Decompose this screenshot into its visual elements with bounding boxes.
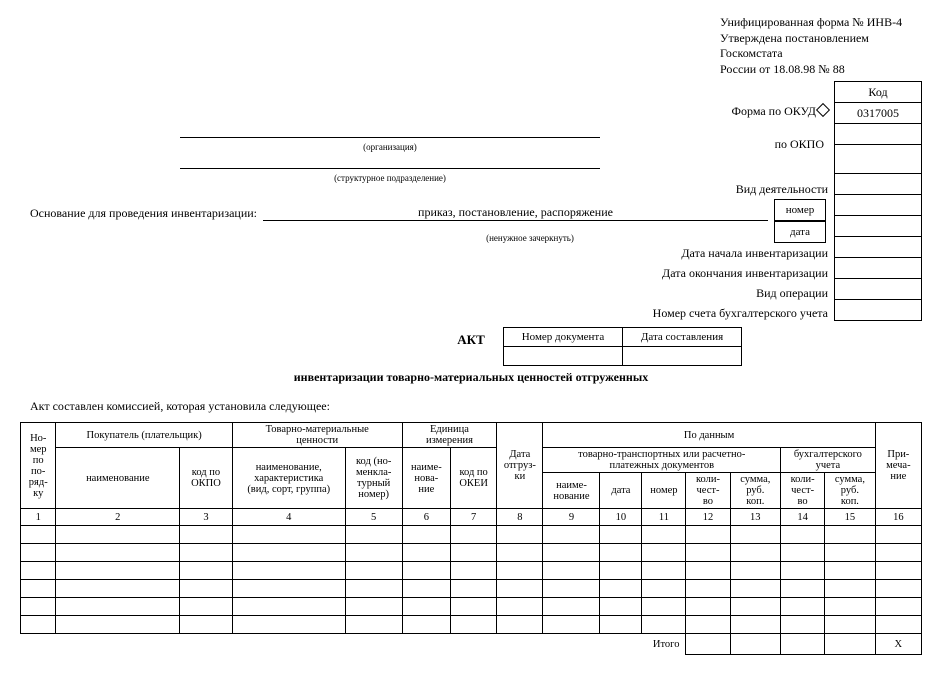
col9-sub1: товарно-транспортных или расчетно-платеж… [543, 448, 781, 473]
col4-group: Товарно-материальныеценности [232, 423, 402, 448]
itogo-c12[interactable] [686, 634, 730, 655]
act-title: АКТ [20, 332, 922, 348]
itogo-c15[interactable] [825, 634, 876, 655]
coln-3: 3 [180, 509, 233, 526]
end-label: Дата окончания инвентаризации [662, 263, 828, 283]
itogo-row: Итого X [21, 634, 922, 655]
col9-header: наиме-нование [543, 473, 600, 509]
col16-header: При-меча-ние [875, 423, 921, 509]
vid-oper-value[interactable] [835, 279, 922, 300]
itogo-c13[interactable] [730, 634, 781, 655]
col2-header: наименование [56, 448, 180, 509]
doc-date-value[interactable] [623, 347, 742, 366]
col7-header: код поОКЕИ [451, 448, 497, 509]
start-value[interactable] [835, 237, 922, 258]
struct-field[interactable] [180, 154, 600, 169]
itogo-c16: X [875, 634, 921, 655]
doc-num-value[interactable] [504, 347, 623, 366]
col4-header: наименование,характеристика(вид, сорт, г… [232, 448, 345, 509]
coln-16: 16 [875, 509, 921, 526]
nomer-value[interactable] [835, 195, 922, 216]
data-value[interactable] [835, 216, 922, 237]
osnovanie-value: приказ, постановление, распоряжение [263, 205, 768, 221]
col9-sub2: бухгалтерскогоучета [781, 448, 876, 473]
coln-13: 13 [730, 509, 781, 526]
main-table: Но-мерпопо-ряд-ку Покупатель (плательщик… [20, 422, 922, 655]
table-row[interactable] [21, 616, 922, 634]
okud-value: 0317005 [835, 103, 922, 124]
col3-header: код поОКПО [180, 448, 233, 509]
vid-oper-label: Вид операции [756, 283, 828, 303]
nomer-box: номер [774, 199, 826, 221]
okud-label: Форма по ОКУД [732, 101, 816, 121]
col1-header: Но-мерпопо-ряд-ку [21, 423, 56, 509]
empty-cell[interactable] [835, 145, 922, 174]
coln-2: 2 [56, 509, 180, 526]
code-header: Код [835, 82, 922, 103]
coln-12: 12 [686, 509, 730, 526]
vid-deyat-value[interactable] [835, 174, 922, 195]
header-line1: Унифицированная форма № ИНВ-4 [720, 15, 922, 31]
osnovanie-caption: (ненужное зачеркнуть) [400, 233, 660, 243]
col2-group: Покупатель (плательщик) [56, 423, 232, 448]
data-box: дата [774, 221, 826, 243]
header-line3: России от 18.08.98 № 88 [720, 62, 922, 78]
col15-header: сумма,руб.коп. [825, 473, 876, 509]
organization-field[interactable] [180, 123, 600, 138]
col11-header: номер [642, 473, 686, 509]
table-row[interactable] [21, 580, 922, 598]
table-row[interactable] [21, 598, 922, 616]
vid-deyat-label: Вид деятельности [736, 179, 828, 199]
coln-1: 1 [21, 509, 56, 526]
coln-15: 15 [825, 509, 876, 526]
table-row[interactable] [21, 562, 922, 580]
table-row[interactable] [21, 526, 922, 544]
itogo-label: Итого [21, 634, 686, 655]
intro-text: Акт составлен комиссией, которая установ… [30, 399, 922, 414]
org-caption: (организация) [180, 142, 600, 152]
coln-5: 5 [345, 509, 402, 526]
col12-header: коли-чест-во [686, 473, 730, 509]
coln-6: 6 [402, 509, 450, 526]
act-subtitle: инвентаризации товарно-материальных ценн… [20, 370, 922, 385]
coln-10: 10 [600, 509, 642, 526]
end-value[interactable] [835, 258, 922, 279]
okpo-value[interactable] [835, 124, 922, 145]
col13-header: сумма,руб.коп. [730, 473, 781, 509]
start-label: Дата начала инвентаризации [681, 243, 828, 263]
account-label: Номер счета бухгалтерского учета [653, 303, 828, 323]
col10-header: дата [600, 473, 642, 509]
col6-group: Единицаизмерения [402, 423, 497, 448]
nomer-label: номер [775, 200, 826, 221]
col9-group: По данным [543, 423, 875, 448]
coln-11: 11 [642, 509, 686, 526]
coln-7: 7 [451, 509, 497, 526]
col6-header: наиме-нова-ние [402, 448, 450, 509]
data-label: дата [775, 222, 826, 243]
coln-14: 14 [781, 509, 825, 526]
okpo-label: по ОКПО [775, 137, 824, 151]
coln-9: 9 [543, 509, 600, 526]
coln-8: 8 [497, 509, 543, 526]
diamond-icon [816, 103, 830, 117]
col14-header: коли-чест-во [781, 473, 825, 509]
osnovanie-label: Основание для проведения инвентаризации: [30, 206, 257, 221]
table-row[interactable] [21, 544, 922, 562]
coln-4: 4 [232, 509, 345, 526]
code-section: Форма по ОКУД (организация) по ОКПО (стр… [20, 81, 922, 323]
struct-caption: (структурное подразделение) [180, 173, 600, 183]
col8-header: Датаотгруз-ки [497, 423, 543, 509]
account-value[interactable] [835, 300, 922, 321]
form-header: Унифицированная форма № ИНВ-4 Утверждена… [720, 15, 922, 77]
code-table: Код 0317005 [834, 81, 922, 321]
header-line2: Утверждена постановлением Госкомстата [720, 31, 922, 62]
col5-header: код (но-менкла-турныйномер) [345, 448, 402, 509]
col-num-row: 1 2 3 4 5 6 7 8 9 10 11 12 13 14 15 16 [21, 509, 922, 526]
itogo-c14[interactable] [781, 634, 825, 655]
